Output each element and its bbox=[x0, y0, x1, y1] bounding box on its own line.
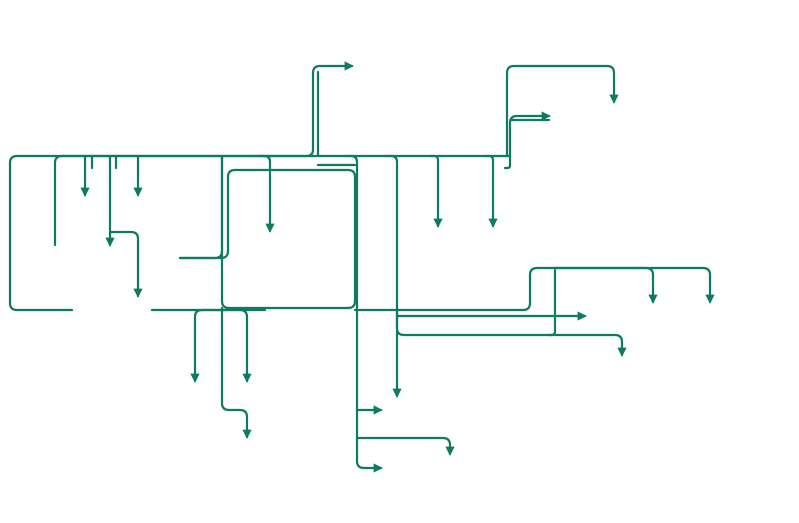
connector-line-24 bbox=[355, 436, 455, 456]
connector-line-20 bbox=[503, 111, 551, 170]
connector-line-32 bbox=[546, 268, 557, 337]
connector-line-25 bbox=[383, 154, 402, 398]
connector-line-13 bbox=[220, 306, 252, 439]
connector-line-19 bbox=[503, 64, 619, 158]
connector-line-28 bbox=[428, 154, 443, 228]
connector-line-2 bbox=[53, 154, 512, 247]
connector-line-29 bbox=[483, 154, 498, 228]
connector-line-22 bbox=[343, 154, 383, 473]
connector-line-9 bbox=[178, 154, 224, 260]
connector-line-1 bbox=[8, 154, 302, 312]
connector-line-12 bbox=[256, 154, 275, 233]
connector-line-30 bbox=[353, 266, 715, 312]
connector-line-31 bbox=[553, 266, 658, 304]
connector-line-14 bbox=[190, 308, 224, 383]
connector-line-10 bbox=[178, 154, 357, 310]
connector-line-16 bbox=[298, 61, 354, 158]
connector-line-26 bbox=[395, 308, 627, 357]
connector-line-15 bbox=[220, 308, 252, 383]
connector-line-8 bbox=[108, 230, 143, 298]
